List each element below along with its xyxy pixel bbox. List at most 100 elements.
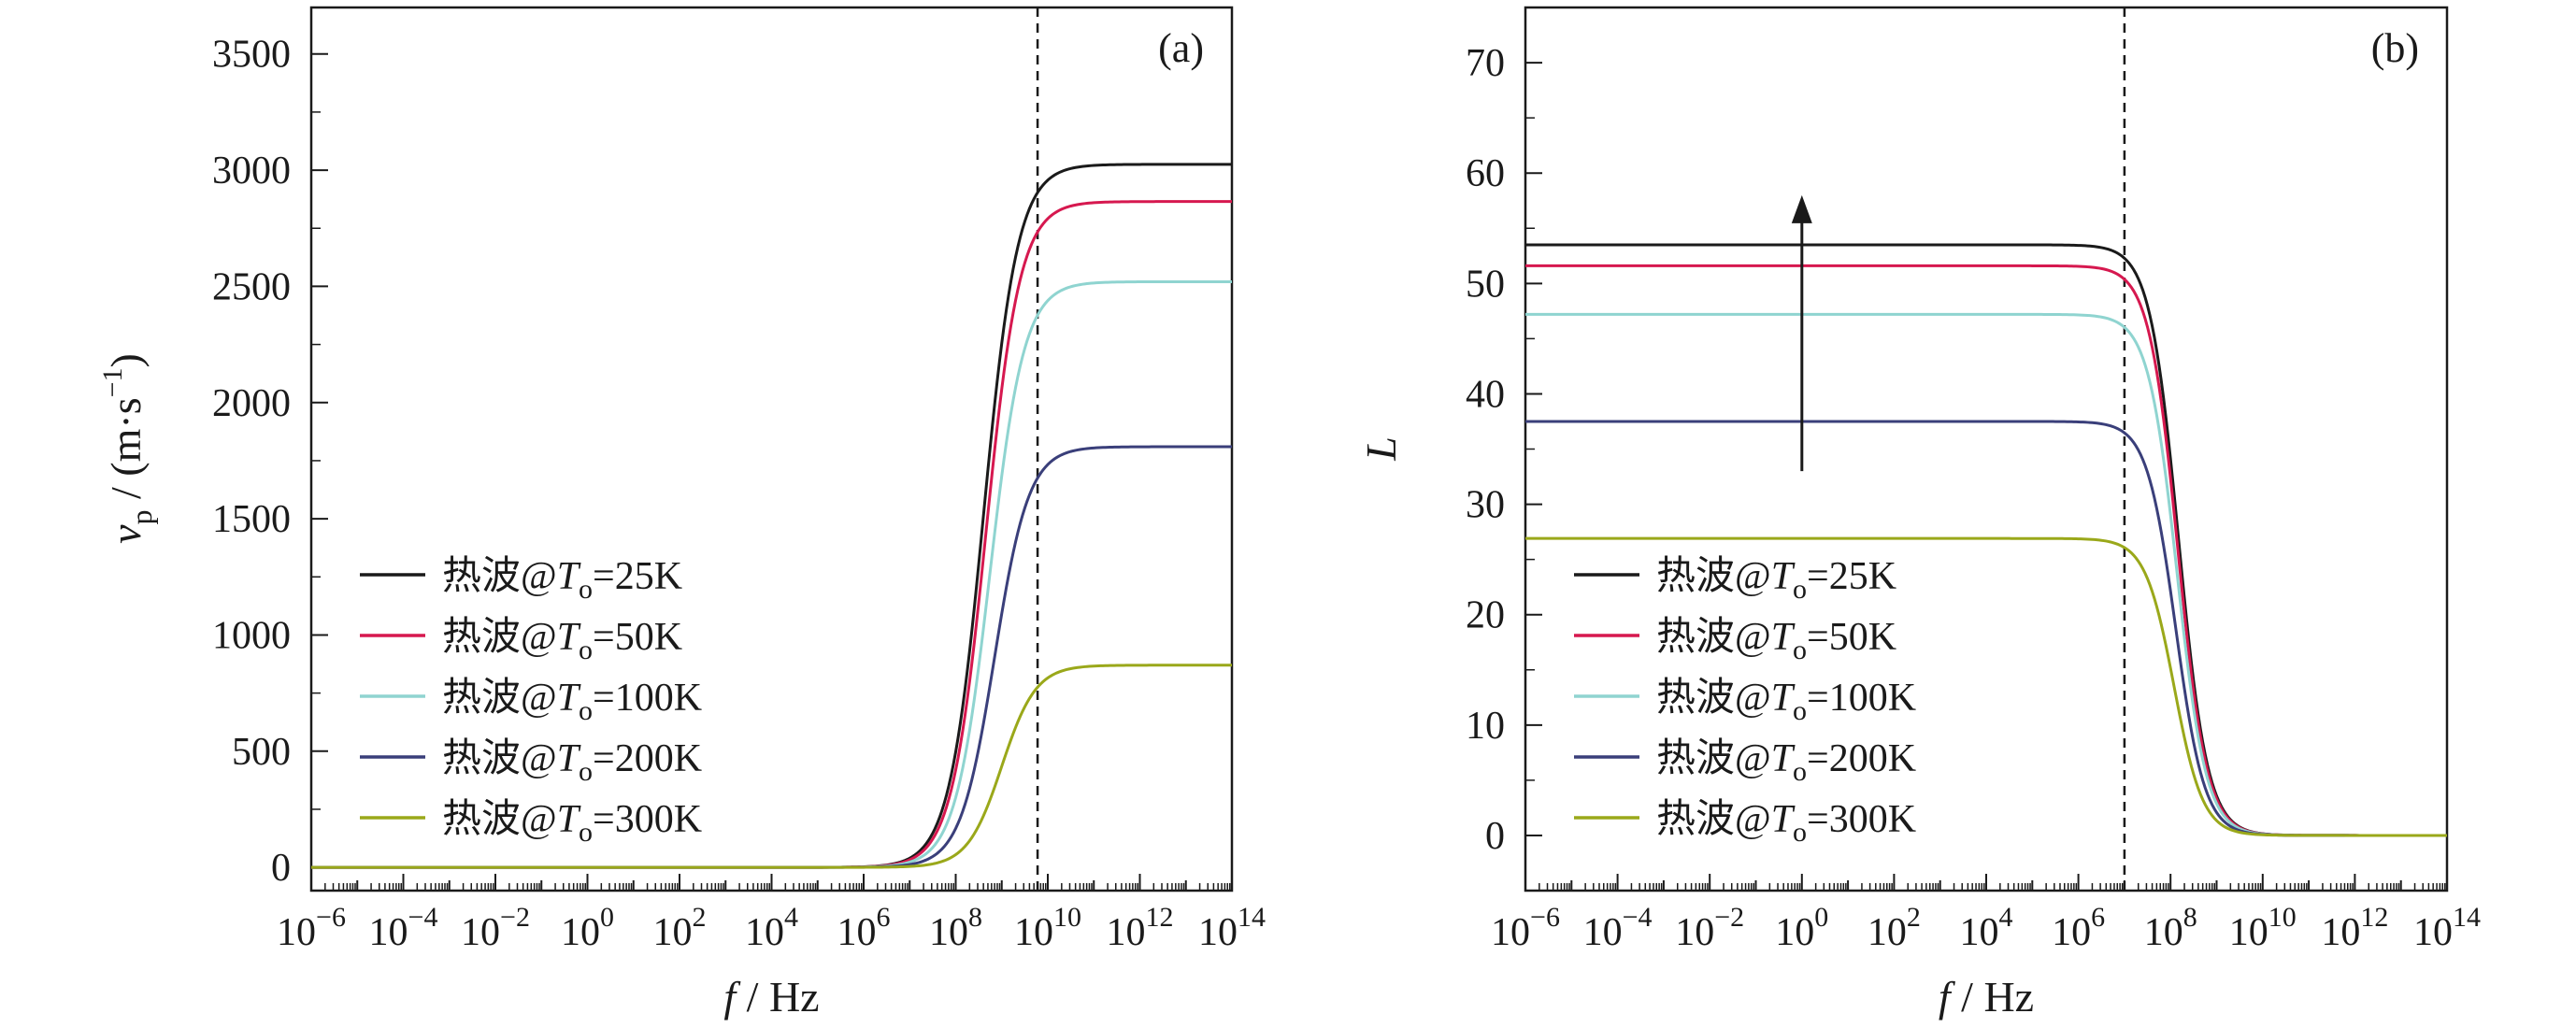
x-tick-exponent: 8 [2183,902,2197,933]
legend-prefix: 热波@ [442,798,557,841]
x-axis-ticks [1524,874,2448,891]
x-tick-exponent: 12 [1146,902,1174,933]
legend-rest: =50K [593,616,682,659]
legend-entry: 热波@To=25K [1656,555,1896,605]
y-axis-close: ) [102,353,150,367]
x-tick-base: 10 [2229,911,2268,954]
x-tick-label: 108 [2144,902,2197,954]
series-lines [1525,243,2447,837]
legend-prefix: 热波@ [1656,798,1771,841]
trend-arrow-head [1791,194,1812,223]
legend: 热波@To=25K热波@To=50K热波@To=100K热波@To=200K热波… [1574,555,1916,848]
x-tick-base: 10 [2144,911,2183,954]
x-tick-label: 104 [745,902,798,954]
legend-var: T [557,737,581,780]
y-tick-label: 70 [1466,42,1505,85]
x-axis-ticks [310,874,1233,891]
legend-rest: =25K [593,555,682,598]
x-tick-label: 10−4 [369,902,438,954]
x-tick-base: 10 [1775,911,1814,954]
x-tick-exponent: 0 [1814,902,1828,933]
x-tick-exponent: 14 [1238,902,1266,933]
y-tick-label: 3500 [212,34,291,77]
legend-prefix: 热波@ [1656,616,1771,659]
legend-entry: 热波@To=25K [442,555,682,605]
legend-rest: =50K [1807,616,1896,659]
x-tick-base: 10 [1583,911,1623,954]
x-tick-label: 10−2 [1675,902,1744,954]
panel-a: 10−6 10−4 10−2 100 102 104 106 108 1010 1012 10140… [97,6,1266,1021]
panel-b: 10−6 10−4 10−2 100 102 104 106 108 1010 1012 10140… [1357,6,2481,1021]
legend-entry: 热波@To=200K [1656,737,1916,787]
x-tick-label: 1012 [1107,902,1174,954]
x-tick-base: 10 [277,911,316,954]
x-tick-label: 108 [929,902,982,954]
legend-rest: =200K [593,737,702,780]
x-axis-label: f / Hz [1939,973,2034,1021]
y-tick-label: 1500 [212,498,291,541]
x-tick-base: 10 [745,911,784,954]
x-tick-label: 1010 [1014,902,1081,954]
y-tick-label: 40 [1466,373,1505,416]
legend-sub: o [579,574,593,605]
y-axis-ticks [1525,62,1542,836]
y-axis-var: v [102,524,150,544]
legend-var: T [557,798,581,841]
legend-entry: 热波@To=100K [1656,677,1916,726]
y-axis-var: L [1357,436,1405,462]
legend-prefix: 热波@ [1656,737,1771,780]
x-tick-base: 10 [2413,911,2453,954]
x-tick-exponent: 4 [1999,902,2013,933]
y-axis-unit: / (m·s [102,397,150,509]
x-tick-exponent: −4 [408,902,438,933]
x-tick-base: 10 [1107,911,1146,954]
x-tick-base: 10 [1014,911,1053,954]
legend-rest: =300K [593,798,702,841]
x-tick-base: 10 [2052,911,2091,954]
series-lines [311,163,1232,869]
y-tick-label: 20 [1466,594,1505,637]
legend-sub: o [1793,695,1807,726]
legend-rest: =300K [1807,798,1916,841]
x-axis-label: f / Hz [723,973,819,1021]
x-tick-label: 10−6 [277,902,346,954]
legend-sub: o [1793,756,1807,787]
x-tick-exponent: 2 [1907,902,1921,933]
legend-prefix: 热波@ [1656,677,1771,720]
y-tick-label: 50 [1466,263,1505,306]
legend-sub: o [579,695,593,726]
x-tick-exponent: −6 [1530,902,1560,933]
x-tick-exponent: 6 [2091,902,2105,933]
x-tick-base: 10 [461,911,500,954]
y-tick-label: 500 [232,731,291,774]
x-tick-exponent: 12 [2360,902,2388,933]
legend-var: T [1771,798,1796,841]
legend-entry: 热波@To=50K [1656,616,1896,665]
x-tick-label: 106 [2052,902,2105,954]
legend-entry: 热波@To=50K [442,616,682,665]
x-tick-exponent: −4 [1623,902,1653,933]
y-tick-label: 60 [1466,152,1505,195]
legend-entry: 热波@To=300K [1656,798,1916,848]
y-tick-label: 30 [1466,484,1505,527]
legend-entry: 热波@To=100K [442,677,702,726]
legend-var: T [1771,737,1796,780]
x-tick-base: 10 [369,911,408,954]
legend-rest: =25K [1807,555,1896,598]
legend-rest: =100K [1807,677,1916,720]
legend-prefix: 热波@ [442,677,557,720]
legend-sub: o [1793,635,1807,665]
x-tick-base: 10 [2321,911,2360,954]
x-tick-exponent: 14 [2453,902,2481,933]
y-tick-label: 3000 [212,150,291,193]
y-tick-label: 2000 [212,382,291,425]
x-tick-exponent: 0 [600,902,614,933]
x-tick-label: 1014 [1198,902,1266,954]
x-tick-exponent: 6 [877,902,891,933]
x-axis-unit: / Hz [1951,973,2034,1021]
legend-sub: o [579,756,593,787]
x-tick-label: 104 [1960,902,2013,954]
x-tick-exponent: 4 [784,902,798,933]
x-tick-label: 10−4 [1583,902,1653,954]
